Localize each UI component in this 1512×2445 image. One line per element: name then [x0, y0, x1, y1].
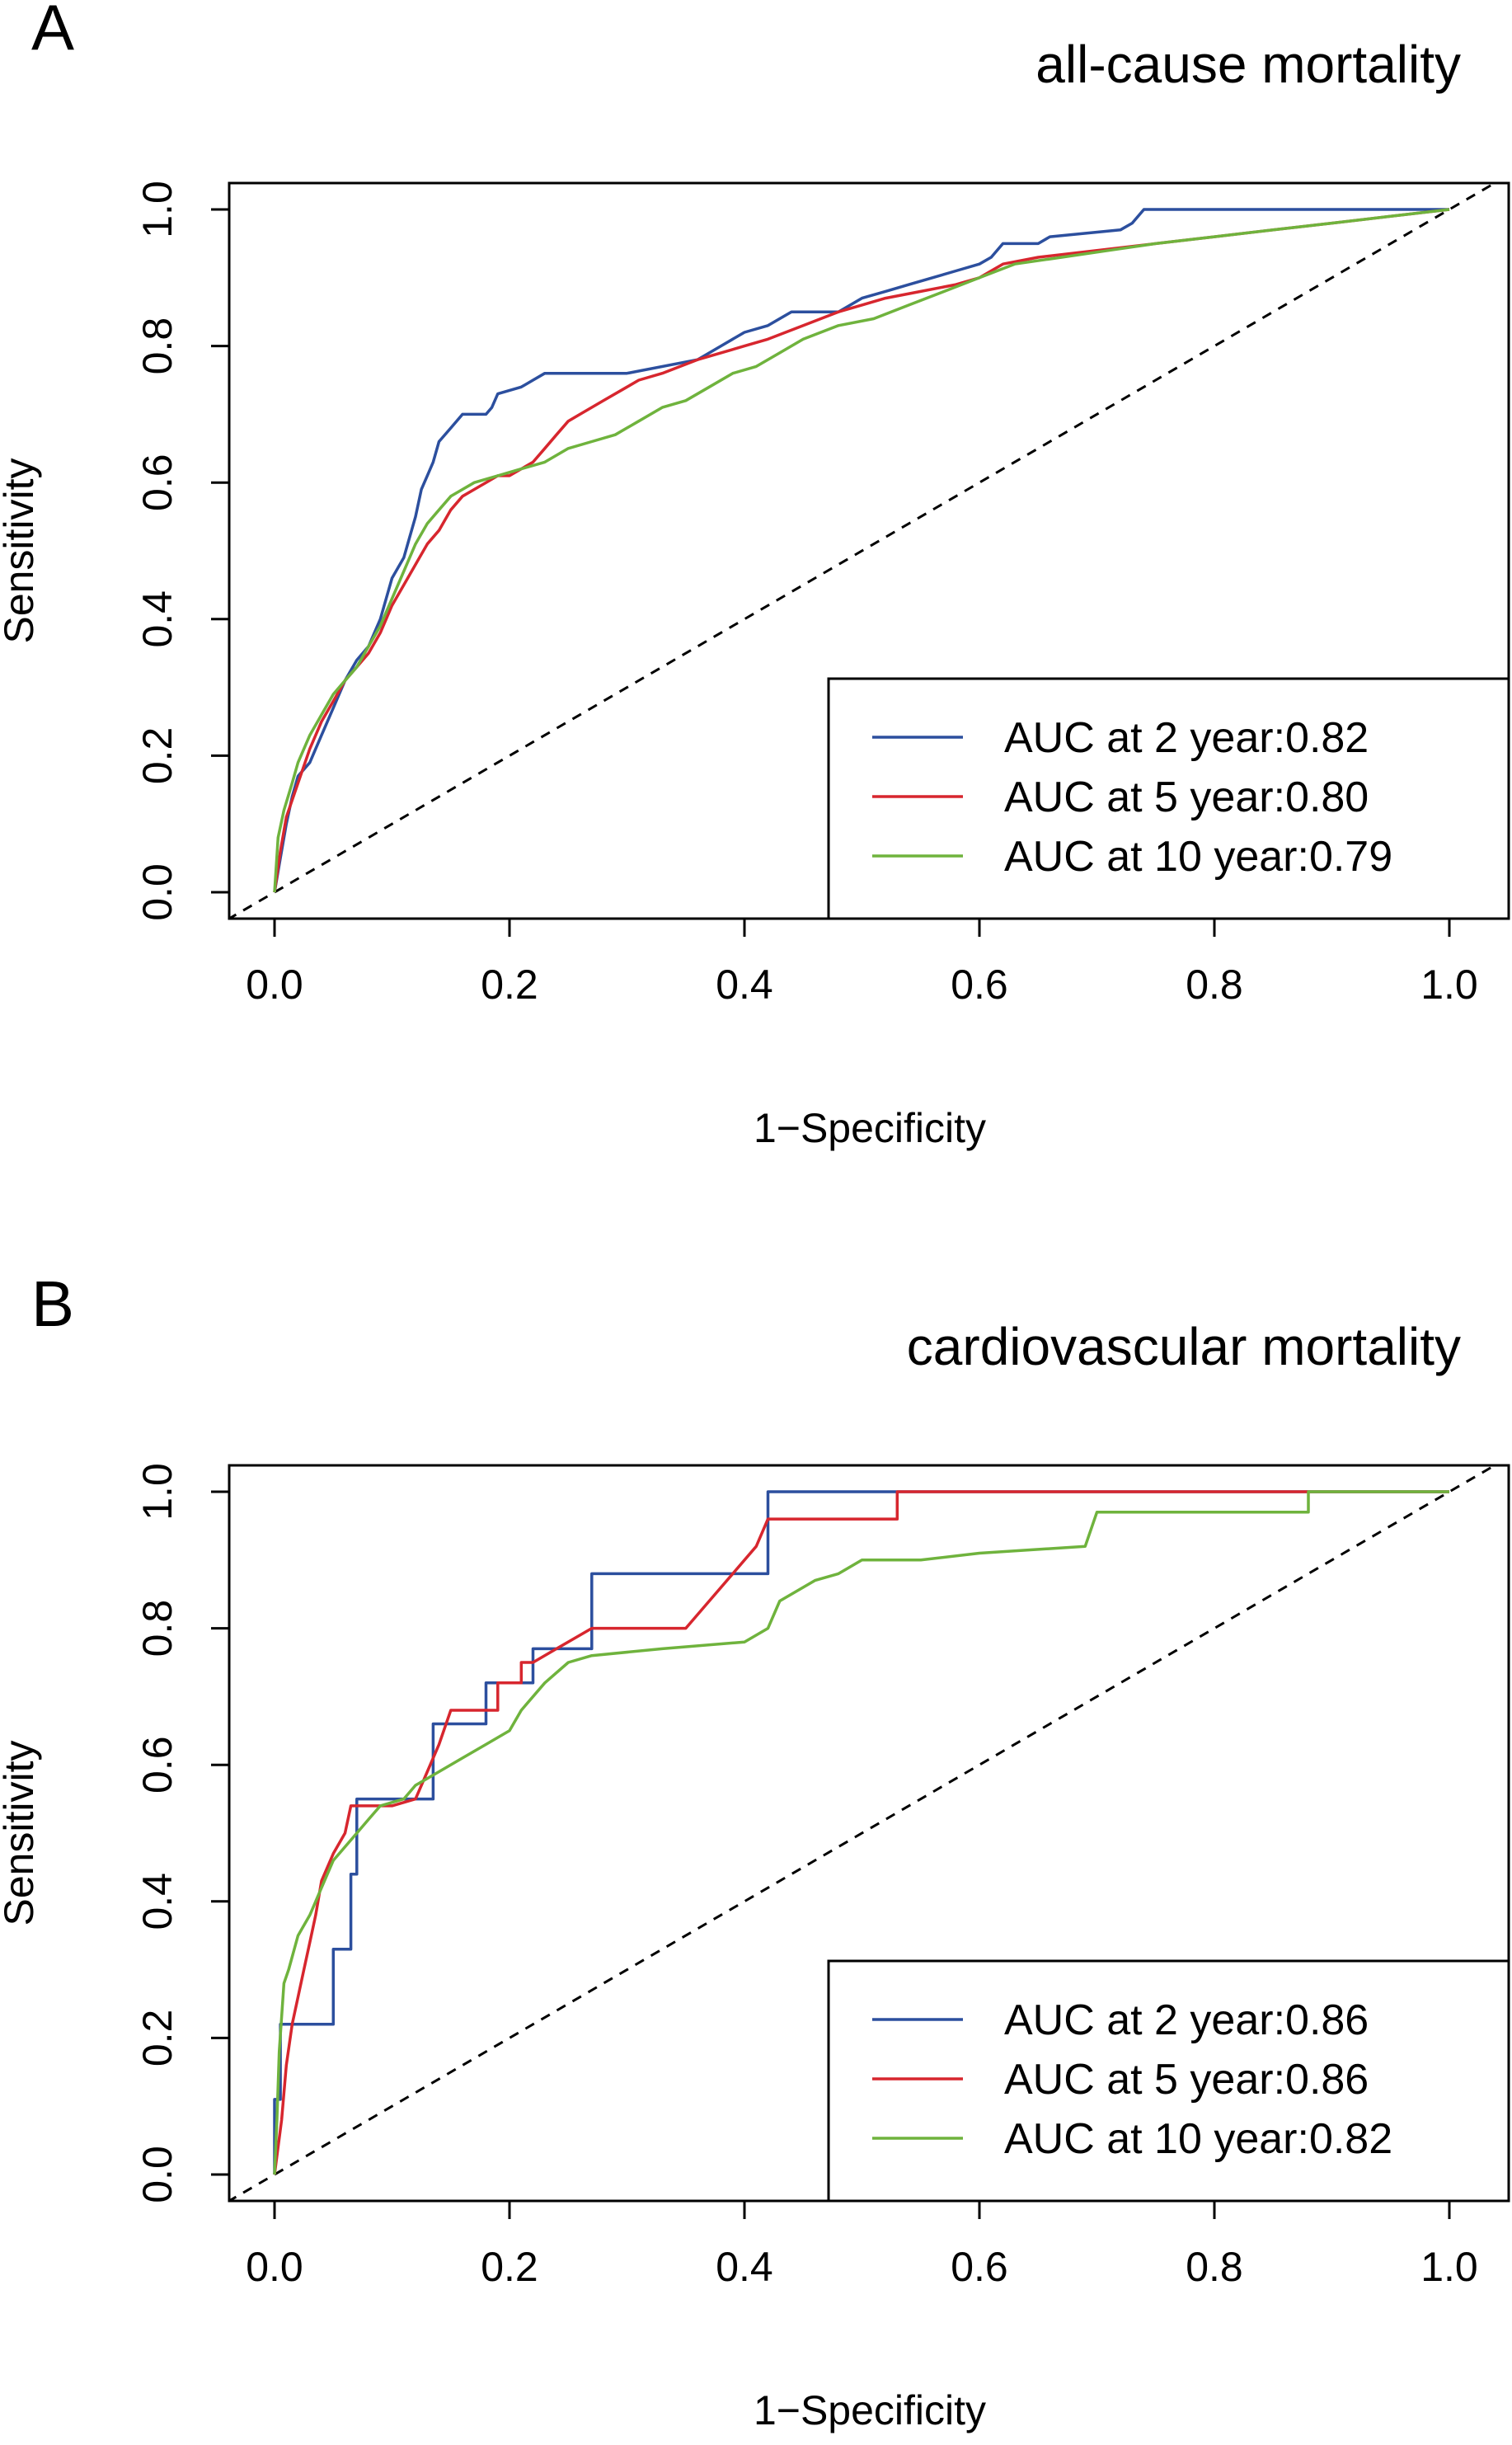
- plot-area-b: [229, 1465, 1497, 2201]
- x-tick-label: 0.0: [246, 2244, 303, 2290]
- y-axis-title-a: Sensitivity: [0, 458, 42, 643]
- series-line-1: [273, 208, 1449, 893]
- x-axis-title-b: 1−Specificity: [754, 2387, 986, 2433]
- axis-ticks-b: 0.0 0.2 0.4 0.6 0.8 1.0 0.0 0.2 0.4 0.6 0.8 1.0: [134, 1463, 1478, 2290]
- x-tick-label: 0.8: [1186, 962, 1243, 1008]
- legend-label-1: AUC at 2 year:0.82: [1004, 714, 1369, 762]
- legend-label-3: AUC at 10 year:0.79: [1004, 833, 1392, 881]
- y-axis-title-b: Sensitivity: [0, 1740, 42, 1925]
- x-tick-label: 0.6: [951, 962, 1008, 1008]
- panel-label-a: A: [31, 0, 74, 63]
- y-tick-label: 0.0: [134, 863, 181, 921]
- x-tick-label: 1.0: [1420, 2244, 1478, 2290]
- x-tick-label: 0.8: [1186, 2244, 1243, 2290]
- x-tick-label: 1.0: [1420, 962, 1478, 1008]
- x-axis-title-a: 1−Specificity: [754, 1105, 986, 1151]
- y-tick-label: 1.0: [134, 1463, 181, 1521]
- x-tick-label: 0.2: [481, 962, 538, 1008]
- y-tick-label: 0.8: [134, 1600, 181, 1657]
- chart-title-b: cardiovascular mortality: [907, 1317, 1461, 1376]
- series-line-2: [273, 1490, 1449, 2175]
- legend-box-a: [827, 677, 1510, 920]
- x-tick-label: 0.6: [951, 2244, 1008, 2290]
- y-tick-label: 0.8: [134, 317, 181, 375]
- series-lines-b: [273, 1490, 1449, 2175]
- series-line-3: [273, 208, 1450, 893]
- legend-label-1: AUC at 2 year:0.86: [1004, 1996, 1369, 2044]
- reference-diagonal-b: [229, 1465, 1497, 2201]
- y-tick-label: 1.0: [134, 181, 181, 238]
- y-tick-label: 0.4: [134, 590, 181, 648]
- panel-a: A all-cause mortality 0.0 0.2 0.4 0.6 0.8 1.0…: [0, 0, 1510, 1151]
- legend-b: AUC at 2 year:0.86 AUC at 5 year:0.86 AUC …: [827, 1959, 1510, 2203]
- series-lines-a: [273, 208, 1450, 893]
- legend-label-3: AUC at 10 year:0.82: [1004, 2115, 1392, 2163]
- series-line-1: [273, 1490, 1449, 2175]
- axis-ticks-a: 0.0 0.2 0.4 0.6 0.8 1.0 0.0 0.2 0.4 0.6 0.8 1.0: [134, 181, 1478, 1008]
- series-line-3: [273, 1490, 1449, 2175]
- x-tick-label: 0.2: [481, 2244, 538, 2290]
- legend-label-2: AUC at 5 year:0.86: [1004, 2056, 1369, 2104]
- x-tick-label: 0.0: [246, 962, 303, 1008]
- chart-title-a: all-cause mortality: [1035, 35, 1461, 94]
- y-tick-label: 0.4: [134, 1873, 181, 1930]
- panel-label-b: B: [31, 1267, 74, 1340]
- legend-box-b: [827, 1959, 1510, 2203]
- y-tick-label: 0.6: [134, 1736, 181, 1794]
- x-tick-label: 0.4: [716, 962, 773, 1008]
- plot-area-a: [229, 183, 1497, 919]
- y-tick-label: 0.2: [134, 727, 181, 785]
- x-tick-label: 0.4: [716, 2244, 773, 2290]
- series-line-2: [273, 208, 1450, 893]
- reference-diagonal-a: [229, 183, 1497, 919]
- legend-a: AUC at 2 year:0.82 AUC at 5 year:0.80 AUC …: [827, 677, 1510, 920]
- legend-label-2: AUC at 5 year:0.80: [1004, 773, 1369, 821]
- panel-b: B cardiovascular mortality 0.0 0.2 0.4 0.6 0…: [0, 1267, 1510, 2433]
- y-tick-label: 0.2: [134, 2010, 181, 2067]
- y-tick-label: 0.0: [134, 2146, 181, 2203]
- y-tick-label: 0.6: [134, 454, 181, 511]
